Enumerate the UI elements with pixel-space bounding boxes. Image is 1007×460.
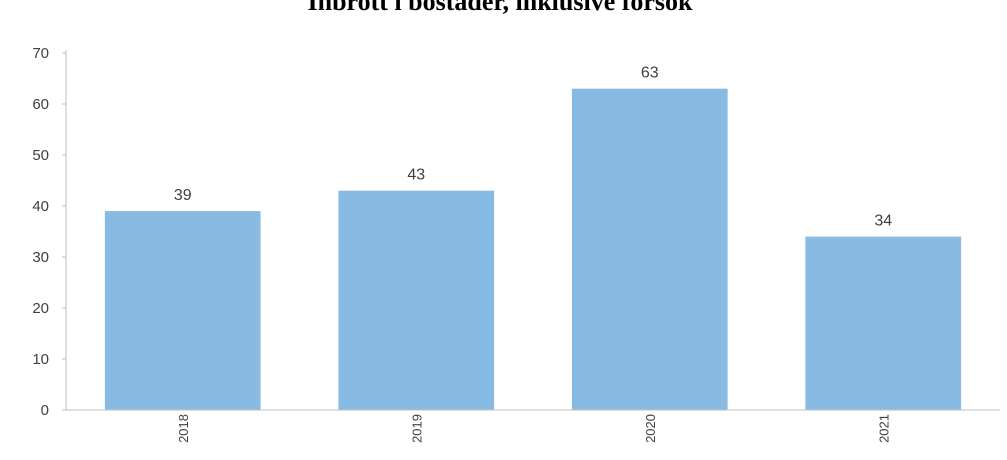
x-tick-label-2021: 2021	[876, 414, 891, 443]
bar-2019	[338, 190, 495, 410]
y-tick-label: 70	[32, 45, 49, 62]
data-label-2018: 39	[174, 187, 192, 204]
x-tick-label-2019: 2019	[409, 414, 424, 443]
y-tick-label: 20	[32, 300, 49, 317]
data-label-2019: 43	[407, 167, 425, 184]
y-tick-label: 50	[32, 147, 49, 164]
y-axis: 0 10 20 30 40 50 60 70	[32, 45, 67, 419]
data-labels: 39 43 63 34	[174, 65, 892, 230]
data-label-2020: 63	[641, 65, 659, 82]
bars	[104, 88, 962, 410]
bar-2018	[104, 211, 261, 410]
y-tick-label: 30	[32, 249, 49, 266]
chart-title: Inbrott i bostäder, inklusive försök	[307, 0, 693, 16]
x-axis: 2018 2019 2020 2021	[66, 409, 1000, 443]
y-tick-label: 40	[32, 198, 49, 215]
x-tick-label-2020: 2020	[643, 414, 658, 443]
y-tick-label: 10	[32, 351, 49, 368]
x-tick-label-2018: 2018	[176, 414, 191, 443]
bar-2020	[571, 88, 728, 410]
data-label-2021: 34	[874, 213, 892, 230]
y-tick-label: 0	[41, 402, 49, 419]
bar-2021	[805, 236, 962, 410]
y-tick-label: 60	[32, 96, 49, 113]
